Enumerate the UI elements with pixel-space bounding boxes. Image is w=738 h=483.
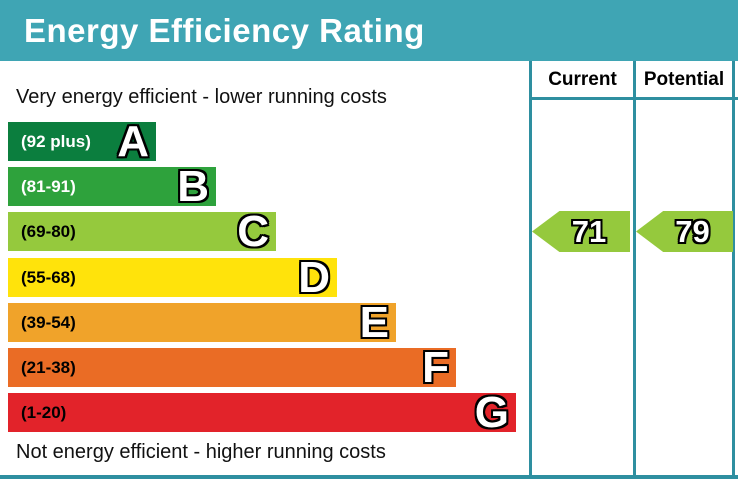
potential-column-header: Potential (643, 69, 725, 90)
caption-not-efficient: Not energy efficient - higher running co… (16, 441, 386, 463)
current-column-left-divider (529, 61, 532, 479)
band-g: (1-20) G (8, 388, 516, 437)
band-range-label: (39-54) (21, 312, 76, 332)
band-letter: C (237, 207, 269, 256)
band-letter: A (117, 117, 149, 166)
band-letter: G (474, 388, 509, 437)
band-range-label: (69-80) (21, 221, 76, 241)
chart-bottom-border (0, 475, 738, 479)
band-letter: B (177, 162, 209, 211)
potential-rating-value: 79 (675, 214, 710, 249)
caption-very-efficient: Very energy efficient - lower running co… (16, 86, 387, 108)
band-range-label: (55-68) (21, 267, 76, 287)
band-b: (81-91) B (8, 162, 216, 211)
band-range-label: (92 plus) (21, 131, 91, 151)
band-f: (21-38) F (8, 343, 456, 392)
band-d: (55-68) D (8, 253, 337, 302)
band-a: (92 plus) A (8, 117, 156, 166)
current-rating-arrow: 71 (532, 211, 630, 252)
band-c: (69-80) C (8, 207, 276, 256)
chart-title: Energy Efficiency Rating (24, 11, 425, 49)
band-letter: F (422, 343, 449, 392)
band-e: (39-54) E (8, 298, 396, 347)
potential-column-left-divider (633, 61, 636, 479)
band-range-label: (81-91) (21, 176, 76, 196)
chart-title-bar: Energy Efficiency Rating (0, 0, 738, 61)
potential-rating-arrow: 79 (636, 211, 733, 252)
current-column-header: Current (548, 69, 617, 90)
band-letter: D (298, 253, 330, 302)
band-range-label: (21-38) (21, 357, 76, 377)
header-underline (529, 97, 738, 100)
band-range-label: (1-20) (21, 402, 67, 422)
table-right-border (732, 61, 735, 479)
band-letter: E (359, 298, 389, 347)
current-rating-value: 71 (571, 214, 607, 249)
